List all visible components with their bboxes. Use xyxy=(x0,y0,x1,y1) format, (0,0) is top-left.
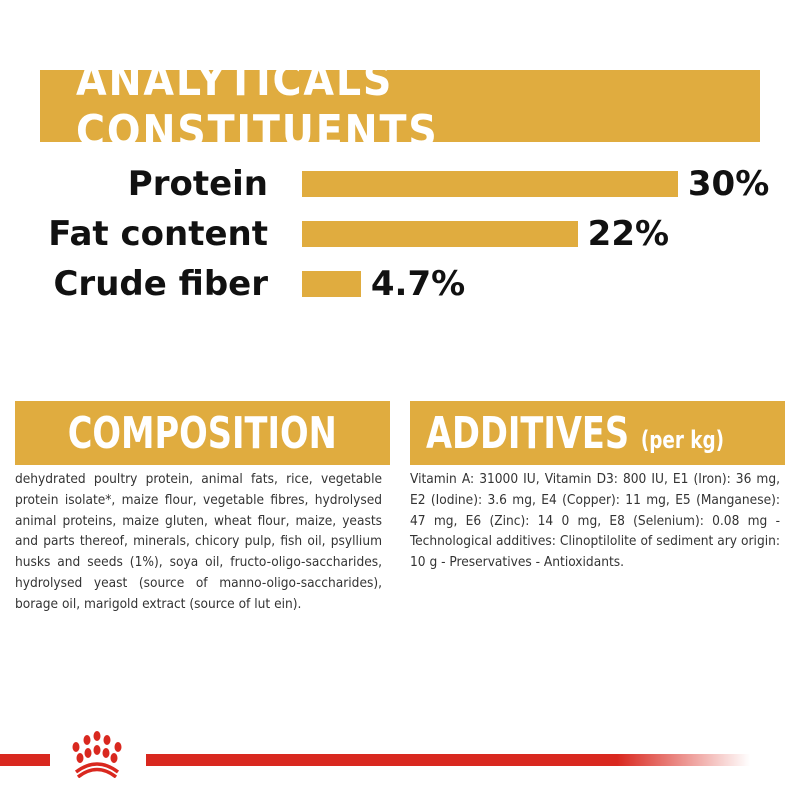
additives-unit: (per kg) xyxy=(640,425,725,454)
additives-title: ADDITIVES xyxy=(426,407,630,459)
composition-text: dehydrated poultry protein, animal fats,… xyxy=(15,471,382,612)
footer-red-line xyxy=(146,754,750,766)
constituent-value: 30% xyxy=(687,164,770,204)
royal-canin-crown-icon xyxy=(72,731,122,778)
constituent-value: 22% xyxy=(587,214,670,254)
constituent-row-protein: Protein 30% xyxy=(0,164,800,204)
constituent-row-fat: Fat content 22% xyxy=(0,214,800,254)
additives-header: ADDITIVES (per kg) xyxy=(410,401,785,465)
constituent-row-fiber: Crude fiber 4.7% xyxy=(0,264,800,304)
constituent-label: Protein xyxy=(127,164,268,204)
constituent-label: Fat content xyxy=(48,214,268,254)
constituent-value: 4.7% xyxy=(370,264,466,304)
footer-red-line-left xyxy=(0,754,50,766)
constituent-bar xyxy=(302,171,678,197)
constituent-label: Crude fiber xyxy=(53,264,268,304)
additives-text: Vitamin A: 31000 IU, Vitamin D3: 800 IU,… xyxy=(410,471,780,571)
analytical-constituents-header: ANALYTICALS CONSTITUENTS xyxy=(40,55,760,157)
constituent-bar xyxy=(302,221,578,247)
composition-header: COMPOSITION xyxy=(15,401,390,465)
constituent-bar xyxy=(302,271,361,297)
